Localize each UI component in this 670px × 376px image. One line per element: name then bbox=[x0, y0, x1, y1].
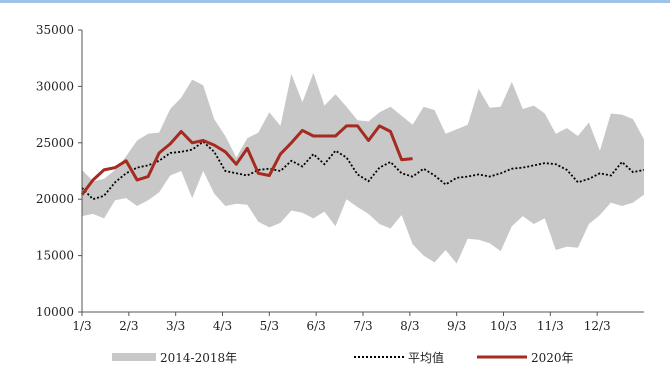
x-tick-label: 4/3 bbox=[213, 319, 232, 333]
legend: 2014-2018年 平均值 2020年 bbox=[112, 350, 574, 365]
legend-label-average: 平均值 bbox=[408, 350, 444, 365]
x-tick-label: 5/3 bbox=[260, 319, 279, 333]
range-layer bbox=[82, 72, 644, 264]
x-tick-label: 6/3 bbox=[307, 319, 326, 333]
y-tick-label: 25000 bbox=[36, 136, 74, 150]
average-line bbox=[81, 140, 645, 201]
x-tick-label: 10/3 bbox=[490, 319, 517, 333]
y-tick-label: 10000 bbox=[36, 305, 74, 319]
current-year-line bbox=[80, 124, 413, 196]
x-tick-label: 9/3 bbox=[447, 319, 466, 333]
legend-label-current: 2020年 bbox=[531, 351, 574, 365]
y-tick-label: 30000 bbox=[36, 79, 74, 93]
x-tick-label: 12/3 bbox=[584, 319, 611, 333]
x-tick-label: 3/3 bbox=[166, 319, 185, 333]
x-tick-label: 7/3 bbox=[353, 319, 372, 333]
x-tick-label: 11/3 bbox=[537, 319, 564, 333]
average-layer bbox=[81, 140, 645, 201]
x-tick-label: 2/3 bbox=[119, 319, 138, 333]
y-tick-label: 20000 bbox=[36, 192, 74, 206]
axis-layer: 10000 15000 20000 25000 30000 35000 1/3 2/3 3/3 4… bbox=[36, 23, 644, 333]
current-year-layer bbox=[80, 124, 413, 196]
top-border-rule bbox=[0, 0, 670, 3]
y-tick-label: 15000 bbox=[36, 249, 74, 263]
x-tick-label: 8/3 bbox=[400, 319, 419, 333]
legend-label-range: 2014-2018年 bbox=[160, 351, 237, 365]
legend-swatch-range bbox=[112, 353, 156, 361]
x-tick-label: 1/3 bbox=[72, 319, 91, 333]
range-band-area bbox=[82, 72, 644, 264]
y-tick-label: 35000 bbox=[36, 23, 74, 37]
